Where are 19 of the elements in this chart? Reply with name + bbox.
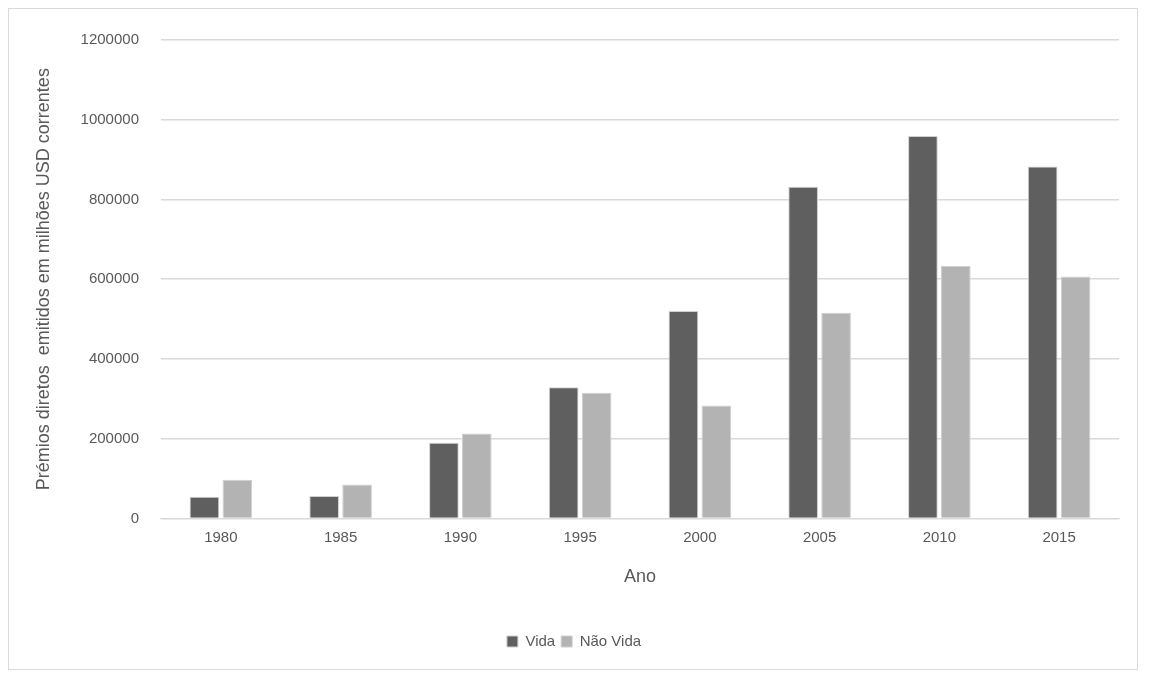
y-tick-label: 800000 [88,189,139,207]
y-axis-title: Prémios diretos emitidos em milhões USD correntes [32,68,53,491]
legend-label: Não Vida [579,631,642,649]
legend-label: Vida [525,631,556,649]
x-tick-label: 2010 [922,527,957,545]
x-tick-label: 2005 [802,527,837,545]
x-tick-label: 2015 [1042,527,1076,545]
x-axis-title: Ano [623,566,657,587]
y-tick-label: 1000000 [80,109,139,127]
x-tick-label: 1985 [323,527,358,545]
y-tick-label: 400000 [88,349,139,367]
y-tick-label: 0 [130,508,139,526]
x-tick-label: 1995 [563,527,597,545]
x-tick-label: 1980 [204,527,238,545]
y-tick-label: 1200000 [80,30,139,48]
y-tick-label: 600000 [88,269,139,287]
y-tick-label: 200000 [88,428,139,446]
x-tick-label: 1990 [443,527,478,545]
x-tick-label: 2000 [683,527,717,545]
